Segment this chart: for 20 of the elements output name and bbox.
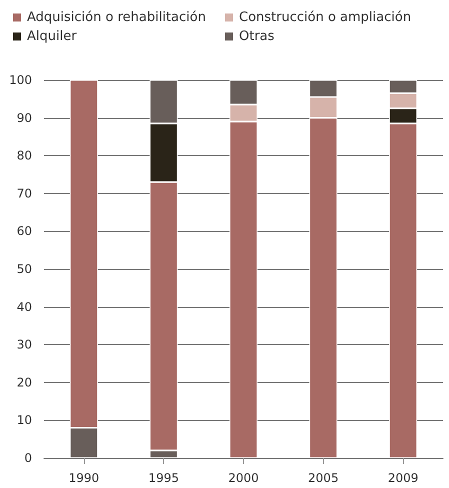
legend-label: Alquiler xyxy=(27,29,78,44)
y-tick-label: 0 xyxy=(24,451,32,465)
legend-label: Otras xyxy=(239,29,275,44)
y-tick-label: 20 xyxy=(16,375,32,390)
y-tick-label: 50 xyxy=(16,262,32,276)
x-tick-label: 1990 xyxy=(68,471,100,485)
legend-label: Construcción o ampliación xyxy=(239,10,412,25)
x-tick-label: 1995 xyxy=(148,471,179,485)
y-tick-label: 70 xyxy=(16,186,32,200)
legend-label: Adquisición o rehabilitación xyxy=(27,10,206,25)
x-tick-label: 2009 xyxy=(388,471,418,485)
y-tick-label: 40 xyxy=(16,300,32,314)
y-tick-label: 90 xyxy=(16,110,32,125)
x-tick-label: 2000 xyxy=(228,471,259,485)
y-tick-label: 10 xyxy=(16,413,32,428)
x-tick-label: 2005 xyxy=(308,471,339,485)
y-tick-label: 100 xyxy=(9,73,32,87)
y-tick-label: 60 xyxy=(16,224,32,238)
y-tick-label: 30 xyxy=(16,338,32,352)
y-tick-label: 80 xyxy=(16,148,32,163)
